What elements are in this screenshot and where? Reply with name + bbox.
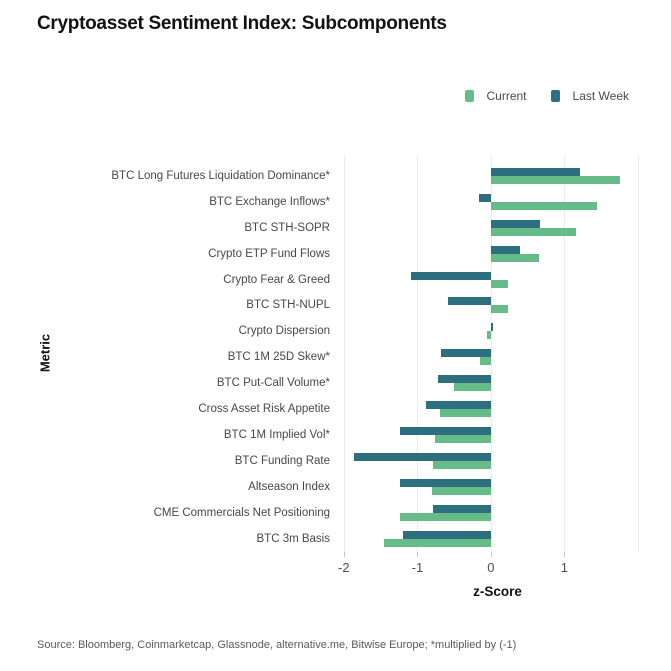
x-axis-tick bbox=[564, 552, 566, 557]
bar-current bbox=[440, 409, 491, 417]
bar-last-week bbox=[437, 375, 491, 384]
x-axis-tick bbox=[490, 552, 492, 557]
bar-last-week bbox=[400, 478, 491, 487]
bar-current bbox=[454, 383, 491, 392]
legend-label: Current bbox=[486, 89, 527, 103]
bar-last-week bbox=[448, 297, 491, 306]
bar-last-week bbox=[490, 219, 541, 228]
bar-last-week bbox=[490, 323, 494, 332]
category-label: BTC Funding Rate bbox=[234, 454, 330, 467]
x-tick-label: -1 bbox=[411, 560, 424, 575]
x-axis-tick bbox=[343, 552, 345, 557]
bar-current bbox=[490, 175, 621, 184]
category-label: BTC 1M Implied Vol* bbox=[223, 428, 330, 441]
category-label: Crypto ETP Fund Flows bbox=[208, 247, 330, 260]
category-label: BTC Long Futures Liquidation Dominance* bbox=[111, 169, 330, 182]
category-label: BTC Exchange Inflows* bbox=[209, 195, 330, 208]
bar-last-week bbox=[354, 452, 491, 461]
category-labels: BTC Long Futures Liquidation Dominance* B… bbox=[0, 155, 330, 552]
bar-current bbox=[399, 512, 491, 521]
x-axis-title: z-Score bbox=[473, 584, 522, 599]
x-tick-label: 1 bbox=[560, 560, 569, 575]
gridline bbox=[343, 155, 345, 552]
category-label: Crypto Fear & Greed bbox=[223, 273, 330, 286]
bar-current bbox=[490, 227, 577, 236]
gridline bbox=[637, 155, 639, 552]
x-tick-label: 0 bbox=[487, 560, 495, 575]
bar-current bbox=[384, 538, 491, 547]
legend: Current Last Week bbox=[464, 88, 629, 104]
category-label: BTC STH-NUPL bbox=[246, 299, 330, 312]
category-label: BTC Put-Call Volume* bbox=[216, 377, 330, 390]
bar-current bbox=[479, 357, 491, 366]
plot-area: -2 -1 0 1 bbox=[335, 155, 660, 575]
x-tick-label: -2 bbox=[338, 560, 350, 575]
bar-current bbox=[432, 486, 491, 495]
bar-last-week bbox=[490, 245, 521, 254]
category-label: BTC 3m Basis bbox=[256, 532, 331, 545]
bar-last-week bbox=[432, 504, 491, 513]
gridline bbox=[490, 155, 492, 552]
bar-current bbox=[487, 331, 491, 340]
bar-last-week bbox=[400, 426, 491, 435]
category-label: BTC STH-SOPR bbox=[244, 221, 330, 234]
category-label: Cross Asset Risk Appetite bbox=[198, 403, 330, 415]
legend-item-current: Current bbox=[464, 89, 527, 103]
x-axis-tick bbox=[417, 552, 419, 557]
legend-swatch-icon bbox=[464, 90, 474, 102]
legend-item-last-week: Last Week bbox=[550, 89, 629, 103]
bar-last-week bbox=[402, 530, 491, 539]
bar-last-week bbox=[479, 193, 491, 202]
bar-current bbox=[490, 201, 597, 210]
chart-title: Cryptoasset Sentiment Index: Subcomponen… bbox=[37, 13, 447, 34]
bar-last-week bbox=[410, 271, 491, 280]
category-label: CME Commercials Net Positioning bbox=[153, 506, 330, 519]
gridline bbox=[417, 155, 419, 552]
category-label: BTC 1M 25D Skew* bbox=[227, 351, 330, 364]
legend-swatch-icon bbox=[550, 90, 560, 102]
gridline bbox=[564, 155, 566, 552]
bar-current bbox=[490, 253, 540, 262]
category-label: Crypto Dispersion bbox=[238, 325, 330, 338]
bar-current bbox=[490, 305, 509, 314]
bar-current bbox=[432, 460, 491, 469]
bar-current bbox=[490, 279, 509, 288]
category-label: Altseason Index bbox=[248, 480, 330, 493]
legend-label: Last Week bbox=[572, 89, 629, 103]
source-note: Source: Bloomberg, Coinmarketcap, Glassn… bbox=[37, 639, 517, 651]
bar-last-week bbox=[490, 167, 580, 176]
bar-last-week bbox=[440, 349, 491, 358]
bar-current bbox=[435, 434, 491, 443]
bar-last-week bbox=[426, 401, 491, 409]
